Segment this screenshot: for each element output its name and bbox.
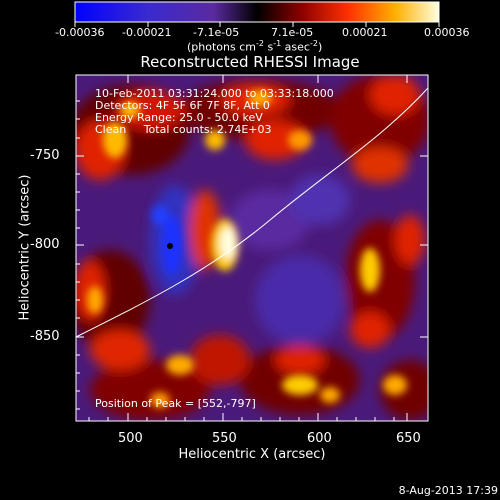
render-date: 8-Aug-2013 17:39 [398, 484, 498, 497]
detectors-label: Detectors: 4F 5F 6F 7F 8F, Att 0 [95, 99, 270, 112]
x-tick-label: 600 [307, 431, 332, 446]
x-tick-label: 500 [118, 431, 143, 446]
clean-counts-label: Clean Total counts: 2.74E+03 [95, 123, 272, 136]
colorbar [74, 1, 440, 27]
x-tick-label: 650 [396, 431, 421, 446]
energy-range-label: Energy Range: 25.0 - 50.0 keV [95, 111, 263, 124]
colorbar-tick-label: -0.00036 [55, 26, 105, 39]
colorbar-tick-label: -7.1e-05 [193, 26, 240, 39]
time-range-label: 10-Feb-2011 03:31:24.000 to 03:33:18.000 [95, 87, 334, 100]
colorbar-gradient [74, 1, 440, 23]
x-axis-ticks [88, 75, 408, 421]
y-tick-label: -850 [30, 329, 60, 344]
peak-marker [167, 243, 173, 249]
colorbar-tick-label: 7.1e-05 [271, 26, 314, 39]
y-tick-label: -800 [30, 237, 60, 252]
colorbar-units: (photons cm-2 s-1 asec-2) [187, 39, 323, 54]
plot-title: Reconstructed RHESSI Image [140, 53, 360, 71]
y-tick-label: -750 [30, 148, 60, 163]
colorbar-tick-label: 0.00036 [424, 26, 470, 39]
x-axis-label: Heliocentric X (arcsec) [178, 447, 326, 462]
y-axis-ticks [76, 100, 428, 410]
peak-position-label: Position of Peak = [552,-797] [95, 397, 256, 410]
x-tick-label: 550 [212, 431, 237, 446]
colorbar-tick-label: 0.00021 [342, 26, 388, 39]
solar-limb-curve [75, 87, 429, 338]
y-axis-label: Heliocentric Y (arcsec) [17, 174, 33, 321]
colorbar-tick-label: -0.00021 [122, 26, 172, 39]
plot-frame [75, 74, 429, 422]
